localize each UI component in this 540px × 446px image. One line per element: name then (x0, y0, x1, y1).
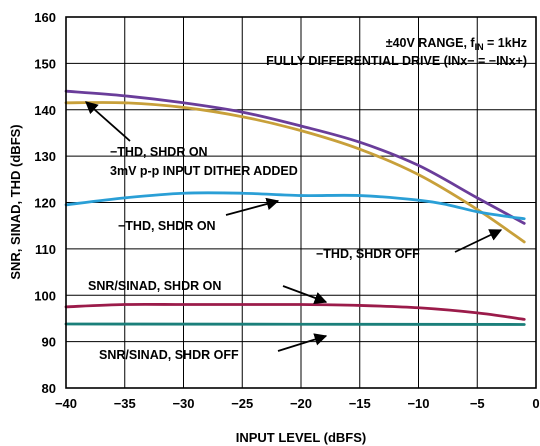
arrow-thd-shdr-on (225, 197, 280, 216)
y-tick-label: 120 (34, 196, 56, 211)
plot-frame (65, 16, 537, 389)
x-tick-label: −10 (407, 396, 429, 411)
x-tick-label: −5 (470, 396, 485, 411)
x-tick-label: −20 (290, 396, 312, 411)
y-tick-label: 110 (35, 242, 56, 257)
x-tick-label: 0 (532, 396, 539, 411)
y-tick-label: 130 (34, 149, 56, 164)
x-tick-label: −15 (349, 396, 371, 411)
series-line-2 (64, 191, 526, 221)
y-tick-label: 100 (34, 288, 56, 303)
annotation-thd-shdr-off: −THD, SHDR OFF (316, 247, 420, 261)
annotation-thd-dither-line1: −THD, SHDR ON (110, 145, 208, 159)
x-tick-label: −25 (231, 396, 253, 411)
y-tick-label: 160 (34, 10, 56, 25)
arrow-thd-dither (85, 101, 131, 142)
x-axis-label: INPUT LEVEL (dBFS) (236, 430, 366, 445)
annotation-snr-shdr-on: SNR/SINAD, SHDR ON (88, 279, 221, 293)
ticks: −40 −35 −30 −25 −20 −15 −10 −5 0 80 90 100 110 120 130… (34, 10, 539, 411)
series-line-3 (64, 302, 526, 321)
x-tick-label: −30 (172, 396, 194, 411)
arrow-snr-shdr-on (282, 285, 328, 304)
data-series (64, 89, 526, 326)
annotation-thd-shdr-on: −THD, SHDR ON (118, 219, 216, 233)
series-line-0 (64, 89, 526, 225)
x-tick-label: −35 (114, 396, 136, 411)
annotation-thd-dither-line2: 3mV p-p INPUT DITHER ADDED (110, 164, 298, 178)
header-line-1: ±40V RANGE, fIN = 1kHz (386, 36, 527, 52)
header-line-2: FULLY DIFFERENTIAL DRIVE (INx− = −INx+) (266, 54, 527, 68)
y-tick-label: 90 (42, 335, 56, 350)
arrow-thd-shdr-off (454, 229, 503, 253)
y-axis-label: SNR, SINAD, THD (dBFS) (8, 124, 23, 279)
y-tick-label: 150 (34, 56, 56, 71)
x-tick-label: −40 (55, 396, 77, 411)
annotation-snr-shdr-off: SNR/SINAD, SHDR OFF (99, 348, 239, 362)
y-tick-label: 140 (34, 103, 56, 118)
y-tick-label: 80 (42, 381, 56, 396)
series-line-1 (64, 101, 526, 244)
arrow-snr-shdr-off (277, 333, 328, 352)
